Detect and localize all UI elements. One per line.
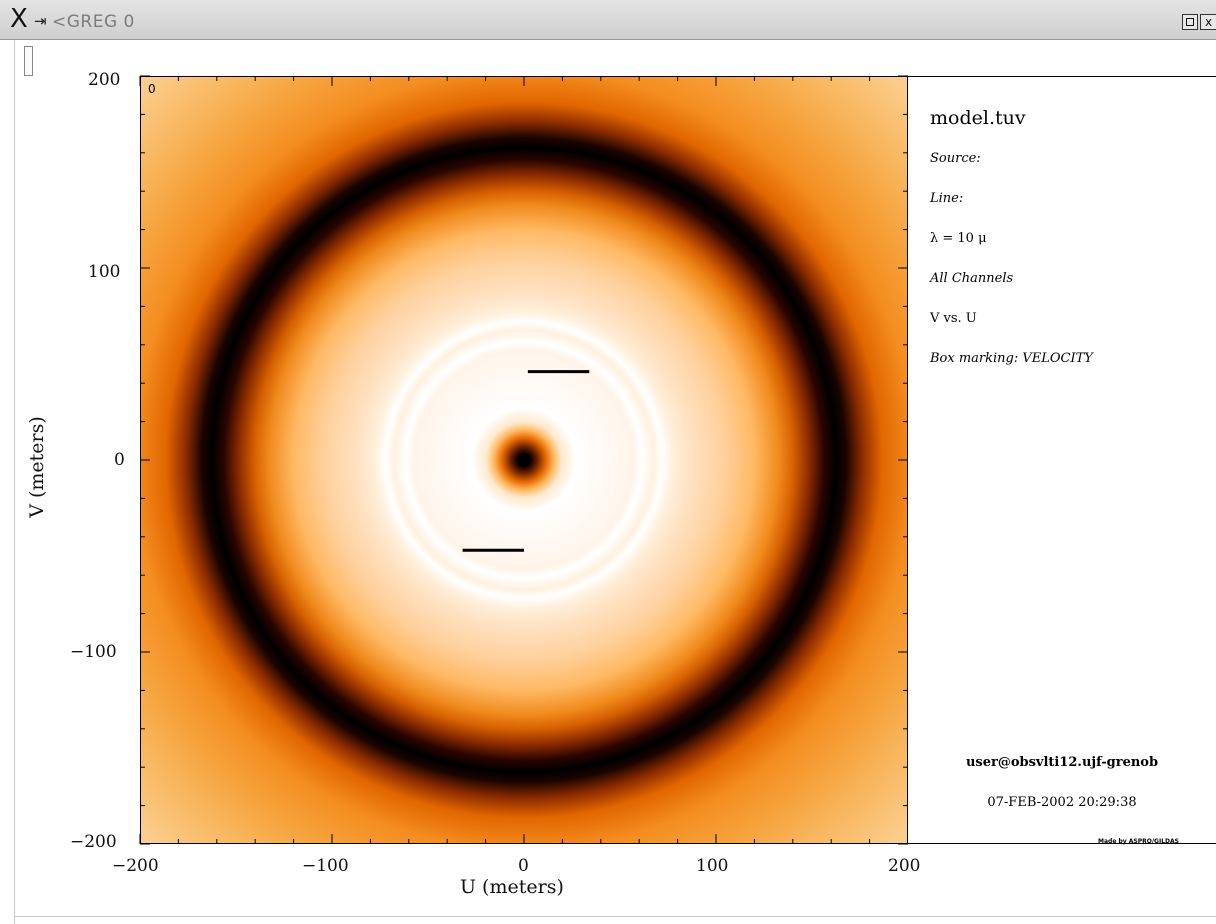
box-markers <box>462 370 590 552</box>
y-tick-label: 100 <box>88 262 121 282</box>
pin-icon[interactable]: ⇥ <box>34 12 47 30</box>
axes-label: V vs. U <box>930 311 977 326</box>
source-label: Source: <box>930 151 981 166</box>
credit-label: Made by ASPRO/GILDAS <box>1098 838 1179 845</box>
y-axis-title: V (meters) <box>26 416 48 518</box>
y-tick-label: 200 <box>88 70 121 90</box>
axis-ticks <box>139 75 909 845</box>
window-frame-bottom <box>14 916 1216 917</box>
window-frame-left <box>14 40 15 924</box>
x-tick-label: 200 <box>888 856 921 876</box>
x-window-icon: X <box>10 4 28 34</box>
x-tick-label: 0 <box>518 856 529 876</box>
channels-label: All Channels <box>930 271 1014 286</box>
panel-number: 0 <box>148 82 156 96</box>
window-title: <GREG 0 <box>52 12 135 32</box>
line-label: Line: <box>930 191 964 206</box>
side-scroll-widget[interactable] <box>24 46 33 76</box>
uv-heatmap-image <box>140 76 908 844</box>
x-tick-label: −200 <box>112 856 159 876</box>
timestamp-label: 07-FEB-2002 20:29:38 <box>987 795 1137 810</box>
user-host-label: user@obsvlti12.ujf-grenob <box>965 755 1159 770</box>
maximize-button[interactable] <box>1182 14 1198 30</box>
window-titlebar: X ⇥ <GREG 0 x <box>0 0 1216 40</box>
close-button[interactable]: x <box>1200 14 1216 30</box>
y-tick-label: −100 <box>70 642 117 662</box>
wavelength-label: λ = 10 μ <box>930 231 987 246</box>
x-tick-label: 100 <box>696 856 729 876</box>
x-tick-label: −100 <box>302 856 349 876</box>
info-panel: model.tuv Source: Line: λ = 10 μ All Cha… <box>908 76 1216 844</box>
x-axis-title: U (meters) <box>460 876 564 898</box>
y-tick-label: 0 <box>114 450 125 470</box>
y-tick-label: −200 <box>70 832 117 852</box>
box-marking-label: Box marking: VELOCITY <box>930 351 1093 366</box>
filename-label: model.tuv <box>930 107 1026 129</box>
